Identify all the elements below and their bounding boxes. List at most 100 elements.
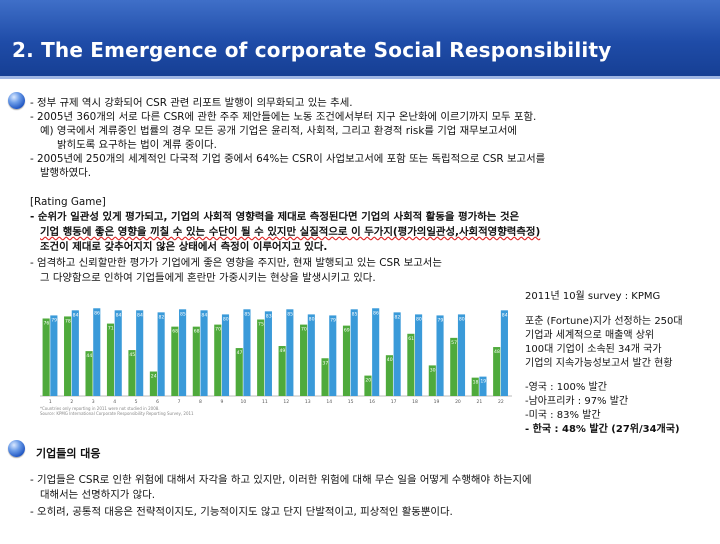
bar-value-label: 69	[344, 328, 350, 334]
side-note: 2011년 10월 survey : KPMG	[525, 291, 661, 302]
bar-value-label: 68	[194, 329, 200, 335]
bar-value-label: 68	[172, 329, 178, 335]
chart-bar	[93, 308, 101, 396]
category-label: 2	[70, 399, 73, 405]
text-line: - 2005년에 250개의 세계적인 다국적 기업 중에서 64%는 CSR이…	[30, 153, 546, 165]
title-underline	[0, 76, 720, 79]
bar-value-label: 18	[473, 380, 479, 386]
bar-value-label: 79	[437, 317, 443, 323]
chart-bar	[64, 316, 72, 396]
bar-value-label: 84	[73, 312, 79, 318]
category-label: 22	[498, 399, 504, 405]
chart-bar	[407, 333, 415, 396]
chart-bar	[364, 375, 372, 396]
category-label: 5	[135, 399, 138, 405]
chart-bar	[106, 323, 115, 396]
category-label: 21	[477, 399, 483, 405]
bar-value-label: 80	[223, 316, 229, 322]
category-label: 18	[412, 399, 418, 405]
category-label: 12	[283, 399, 289, 405]
chart-bar	[415, 314, 423, 396]
chart-bar	[342, 325, 351, 396]
bar-value-label: 84	[116, 312, 122, 318]
page-title: 2. The Emergence of corporate Social Res…	[12, 38, 612, 62]
bullet-orb-icon	[8, 92, 25, 109]
bar-value-label: 40	[387, 357, 393, 363]
chart-bar	[85, 351, 93, 396]
text-line: - 오히려, 공통적 대응은 전략적이지도, 기능적이지도 않고 단지 단발적이…	[30, 506, 453, 518]
title-bar: 2. The Emergence of corporate Social Res…	[0, 0, 720, 76]
bar-value-label: 61	[408, 336, 414, 342]
rating-line-text: 기업 행동에 좋은 영향을 끼칠 수 있는 수단이 될 수 있지만 실질적으로 …	[40, 226, 541, 238]
chart-bar	[500, 310, 508, 396]
bar-value-label: 82	[159, 314, 165, 320]
bar-value-label: 84	[137, 312, 143, 318]
chart-bar	[257, 319, 265, 396]
bar-value-label: 75	[258, 322, 264, 328]
category-label: 4	[113, 399, 116, 405]
category-label: 3	[92, 399, 95, 405]
bar-value-label: 79	[51, 317, 57, 323]
chart-bar	[192, 326, 200, 396]
chart-bar	[471, 377, 479, 396]
text-line: - 기업들은 CSR로 인한 위험에 대해서 자각을 하고 있지만, 이러한 위…	[30, 474, 532, 486]
chart-bar	[393, 312, 401, 396]
category-label: 10	[241, 399, 247, 405]
category-label: 14	[326, 399, 332, 405]
side-note: -미국 : 83% 발간	[525, 410, 601, 421]
side-note: 포춘 (Fortune)지가 선정하는 250대	[525, 316, 683, 327]
chart-bar	[264, 311, 272, 396]
chart-bar	[493, 347, 501, 396]
chart-bar	[321, 358, 329, 396]
bar-value-label: 20	[365, 378, 371, 384]
bar-value-label: 85	[244, 311, 250, 317]
chart-bar	[243, 309, 251, 396]
bar-value-label: 48	[494, 349, 500, 355]
chart-bar	[171, 326, 179, 396]
text-line: - 2005년 360개의 서로 다른 CSR에 관한 주주 제안들에는 노동 …	[30, 111, 537, 123]
csr-reporting-chart: 76 79 1 78 84 2 44 86 3 71 84 4 45 84 5 24 82 6 68 85 7 68 84 8…	[38, 288, 514, 418]
bar-value-label: 85	[352, 311, 358, 317]
chart-bar	[286, 309, 294, 396]
bar-value-label: 44	[86, 353, 92, 359]
text-line: 그 다양함으로 인하여 기업들에게 혼란만 가중시키는 현상을 발생시키고 있다…	[40, 272, 376, 284]
text-line: - 엄격하고 신뢰할만한 평가가 기업에게 좋은 영향을 주지만, 현재 발행되…	[30, 257, 442, 269]
bar-value-label: 70	[215, 327, 221, 333]
bar-value-label: 80	[459, 316, 465, 322]
side-note-korea: - 한국 : 48% 발간 (27위/34개국)	[525, 424, 680, 435]
chart-bar	[450, 337, 458, 396]
chart-bar	[372, 308, 380, 396]
text-line: - 정부 규제 역시 강화되어 CSR 관련 리포트 발행이 의무화되고 있는 …	[30, 97, 353, 109]
chart-bar	[278, 346, 286, 396]
category-label: 1	[49, 399, 52, 405]
bar-value-label: 49	[280, 348, 286, 354]
bar-value-label: 24	[151, 374, 157, 380]
chart-bar	[114, 310, 122, 396]
bar-value-label: 45	[129, 352, 135, 358]
bar-value-label: 71	[108, 326, 114, 332]
text-line: 대해서는 선명하지가 않다.	[40, 489, 156, 501]
side-note: 기업과 세계적으로 매출액 상위	[525, 330, 655, 341]
bar-value-label: 86	[94, 310, 100, 316]
chart-bar	[42, 318, 50, 396]
chart-bar	[50, 315, 58, 396]
category-label: 19	[434, 399, 440, 405]
bar-value-label: 19	[480, 379, 486, 385]
bar-value-label: 85	[287, 311, 293, 317]
chart-bar	[385, 355, 393, 396]
rating-line: - 순위가 일관성 있게 평가되고, 기업의 사회적 영향력을 제대로 측정된다…	[30, 211, 520, 223]
bar-value-label: 47	[237, 350, 243, 356]
chart-bar	[200, 310, 208, 396]
chart-bar	[479, 376, 487, 396]
chart-bar	[221, 314, 230, 396]
bullet-orb-icon	[8, 440, 25, 457]
bar-value-label: 57	[451, 340, 457, 346]
side-note: 기업의 지속가능성보고서 발간 현황	[525, 358, 673, 369]
bar-value-label: 80	[309, 316, 315, 322]
category-label: 16	[369, 399, 375, 405]
category-label: 7	[178, 399, 181, 405]
chart-bar	[157, 312, 165, 396]
rating-line: 기업 행동에 좋은 영향을 끼칠 수 있는 수단이 될 수 있지만 실질적으로 …	[40, 226, 540, 239]
chart-bar	[136, 310, 144, 396]
bar-value-label: 85	[180, 311, 186, 317]
